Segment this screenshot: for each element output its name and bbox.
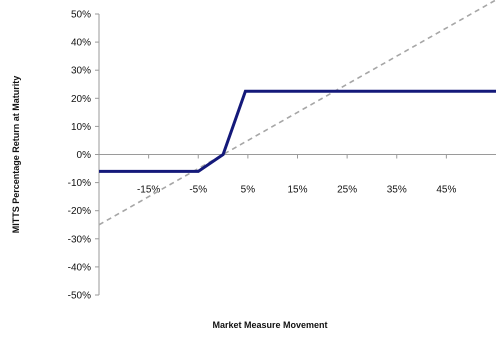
x-tick-label: 35%	[387, 185, 407, 196]
y-tick-label: -50%	[68, 291, 91, 302]
y-tick-label: -20%	[68, 206, 91, 217]
x-tick-label: 45%	[436, 185, 456, 196]
series-lines	[98, 0, 497, 226]
y-tick-label: -10%	[68, 178, 91, 189]
y-tick-label: 50%	[71, 10, 91, 21]
y-axis-title: MITTS Percentage Return at Maturity	[11, 76, 21, 234]
x-tick-label: -5%	[189, 185, 207, 196]
y-tick-label: 0%	[77, 150, 92, 161]
y-ticks: 50% 40% 30% 20% 10% 0% -10% -20% -30% -40% -50%	[68, 10, 99, 302]
y-tick-label: -40%	[68, 262, 91, 273]
y-tick-label: 40%	[71, 38, 91, 49]
y-tick-label: 10%	[71, 122, 91, 133]
x-axis-title: Market Measure Movement	[212, 320, 327, 330]
series-line-return	[99, 89, 496, 173]
y-tick-label: 20%	[71, 94, 91, 105]
x-tick-label: -15%	[137, 185, 160, 196]
y-tick-label: 30%	[71, 66, 91, 77]
x-ticks: -15% -5% 5% 15% 25% 35% 45%	[137, 154, 456, 196]
x-tick-label: 15%	[287, 185, 307, 196]
series-line-dashed-reference	[98, 0, 497, 226]
x-tick-label: 25%	[337, 185, 357, 196]
y-tick-label: -30%	[68, 234, 91, 245]
x-tick-label: 5%	[241, 185, 256, 196]
